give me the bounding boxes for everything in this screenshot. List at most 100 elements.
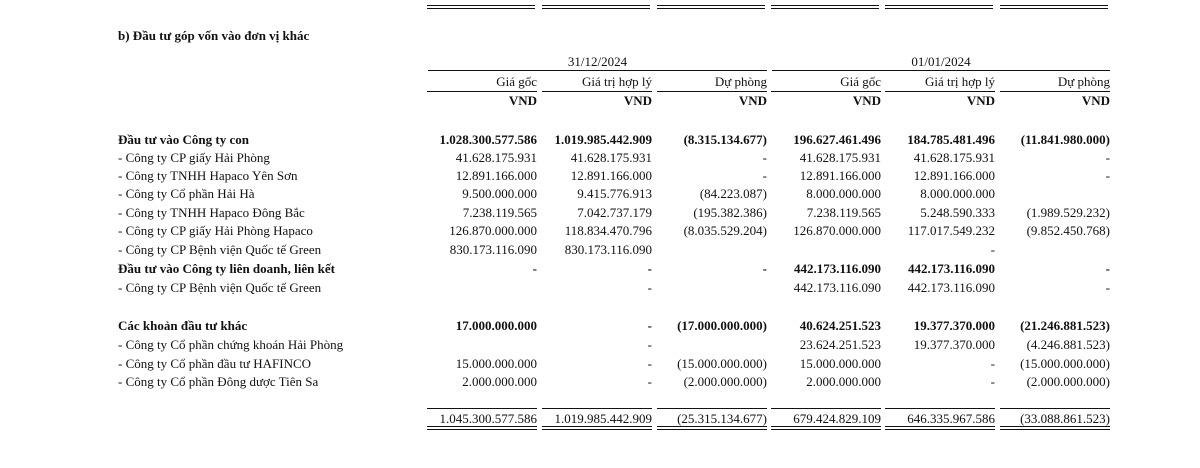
table-cell: (15.000.000.000): [677, 356, 767, 371]
table-cell: 12.891.166.000: [799, 168, 881, 183]
table-cell: (11.841.980.000): [1020, 132, 1110, 147]
total-top-rule: [885, 408, 995, 409]
divider: [772, 70, 1110, 71]
section-title: b) Đầu tư góp vốn vào đơn vị khác: [118, 28, 310, 43]
column-header: Giá trị hợp lý: [924, 74, 995, 89]
column-header: Dự phòng: [714, 74, 767, 89]
table-cell: -: [532, 261, 537, 276]
table-cell: 12.891.166.000: [455, 168, 537, 183]
total-cell: 1.045.300.577.586: [439, 411, 538, 426]
table-cell: 7.238.119.565: [806, 205, 881, 220]
group-label: Đầu tư vào Công ty liên doanh, liên kết: [118, 261, 335, 276]
total-double-rule: [771, 426, 881, 430]
table-cell: 196.627.461.496: [793, 132, 881, 147]
table-cell: (4.246.881.523): [1026, 337, 1110, 352]
table-cell: -: [1105, 168, 1110, 183]
total-top-rule: [771, 408, 881, 409]
table-cell: 126.870.000.000: [793, 223, 881, 238]
table-cell: 442.173.116.090: [907, 261, 995, 276]
column-header: Giá trị hợp lý: [581, 74, 652, 89]
table-cell: 23.624.251.523: [799, 337, 881, 352]
table-cell: 8.000.000.000: [806, 186, 881, 201]
column-header: Dự phòng: [1057, 74, 1110, 89]
table-cell: 2.000.000.000: [462, 374, 537, 389]
table-cell: -: [647, 261, 652, 276]
table-cell: 2.000.000.000: [806, 374, 881, 389]
table-cell: -: [647, 374, 652, 389]
row-label: - Công ty Cổ phần đầu tư HAFINCO: [118, 356, 312, 371]
double-rule: [1000, 5, 1108, 9]
total-top-rule: [1000, 408, 1110, 409]
total-double-rule: [885, 426, 995, 430]
total-top-rule: [657, 408, 767, 409]
table-cell: -: [990, 242, 995, 257]
table-cell: 5.248.590.333: [920, 205, 995, 220]
table-cell: -: [1105, 280, 1110, 295]
row-label: - Công ty TNHH Hapaco Yên Sơn: [118, 168, 298, 183]
row-label: - Công ty CP Bệnh viện Quốc tế Green: [118, 280, 322, 295]
table-cell: (8.035.529.204): [683, 223, 767, 238]
row-label: - Công ty CP giấy Hải Phòng Hapaco: [118, 223, 313, 238]
table-cell: (9.852.450.768): [1026, 223, 1110, 238]
table-cell: (2.000.000.000): [1026, 374, 1110, 389]
table-cell: -: [990, 374, 995, 389]
table-cell: -: [990, 356, 995, 371]
column-header: Giá gốc: [840, 74, 881, 89]
column-underline: [657, 91, 767, 92]
table-cell: 442.173.116.090: [907, 280, 995, 295]
row-label: - Công ty CP Bệnh viện Quốc tế Green: [118, 242, 322, 257]
currency-unit: VND: [966, 93, 995, 108]
table-cell: (8.315.134.677): [683, 132, 767, 147]
table-cell: 9.415.776.913: [577, 186, 652, 201]
double-rule: [657, 5, 765, 9]
table-cell: -: [647, 280, 652, 295]
table-cell: -: [1105, 261, 1110, 276]
table-cell: (21.246.881.523): [1020, 318, 1110, 333]
table-cell: 12.891.166.000: [913, 168, 995, 183]
table-cell: (1.989.529.232): [1026, 205, 1110, 220]
table-cell: 17.000.000.000: [455, 318, 537, 333]
double-rule: [771, 5, 879, 9]
table-cell: 118.834.470.796: [564, 223, 652, 238]
table-cell: (84.223.087): [699, 186, 767, 201]
table-cell: (15.000.000.000): [1020, 356, 1110, 371]
double-rule: [542, 5, 650, 9]
group-label: Các khoản đầu tư khác: [118, 318, 248, 333]
table-cell: 8.000.000.000: [920, 186, 995, 201]
total-cell: (25.315.134.677): [677, 411, 767, 426]
table-cell: (2.000.000.000): [683, 374, 767, 389]
column-underline: [885, 91, 995, 92]
table-cell: 7.238.119.565: [462, 205, 537, 220]
column-underline: [542, 91, 652, 92]
table-cell: 184.785.481.496: [907, 132, 995, 147]
total-double-rule: [1000, 426, 1110, 430]
table-cell: -: [1105, 150, 1110, 165]
row-label: - Công ty Cổ phần chứng khoán Hải Phòng: [118, 337, 344, 352]
table-cell: 15.000.000.000: [455, 356, 537, 371]
total-cell: 679.424.829.109: [793, 411, 881, 426]
total-top-rule: [427, 408, 537, 409]
total-top-rule: [542, 408, 652, 409]
column-underline: [771, 91, 881, 92]
table-cell: 19.377.370.000: [913, 318, 995, 333]
row-label: - Công ty CP giấy Hải Phòng: [118, 150, 270, 165]
table-cell: 830.173.116.090: [449, 242, 537, 257]
table-cell: 15.000.000.000: [799, 356, 881, 371]
table-cell: -: [762, 261, 767, 276]
table-cell: 9.500.000.000: [462, 186, 537, 201]
row-label: - Công ty Cổ phần Đông dược Tiên Sa: [118, 374, 319, 389]
total-double-rule: [427, 426, 537, 430]
group-label: Đầu tư vào Công ty con: [118, 132, 249, 147]
table-cell: 40.624.251.523: [799, 318, 881, 333]
currency-unit: VND: [1081, 93, 1110, 108]
total-cell: 646.335.967.586: [907, 411, 995, 426]
column-underline: [1000, 91, 1110, 92]
double-rule: [885, 5, 993, 9]
currency-unit: VND: [738, 93, 767, 108]
divider: [428, 70, 767, 71]
table-cell: 830.173.116.090: [564, 242, 652, 257]
table-cell: -: [762, 168, 767, 183]
table-cell: 1.019.985.442.909: [554, 132, 653, 147]
row-label: - Công ty Cổ phần Hải Hà: [118, 186, 255, 201]
total-double-rule: [657, 426, 767, 430]
